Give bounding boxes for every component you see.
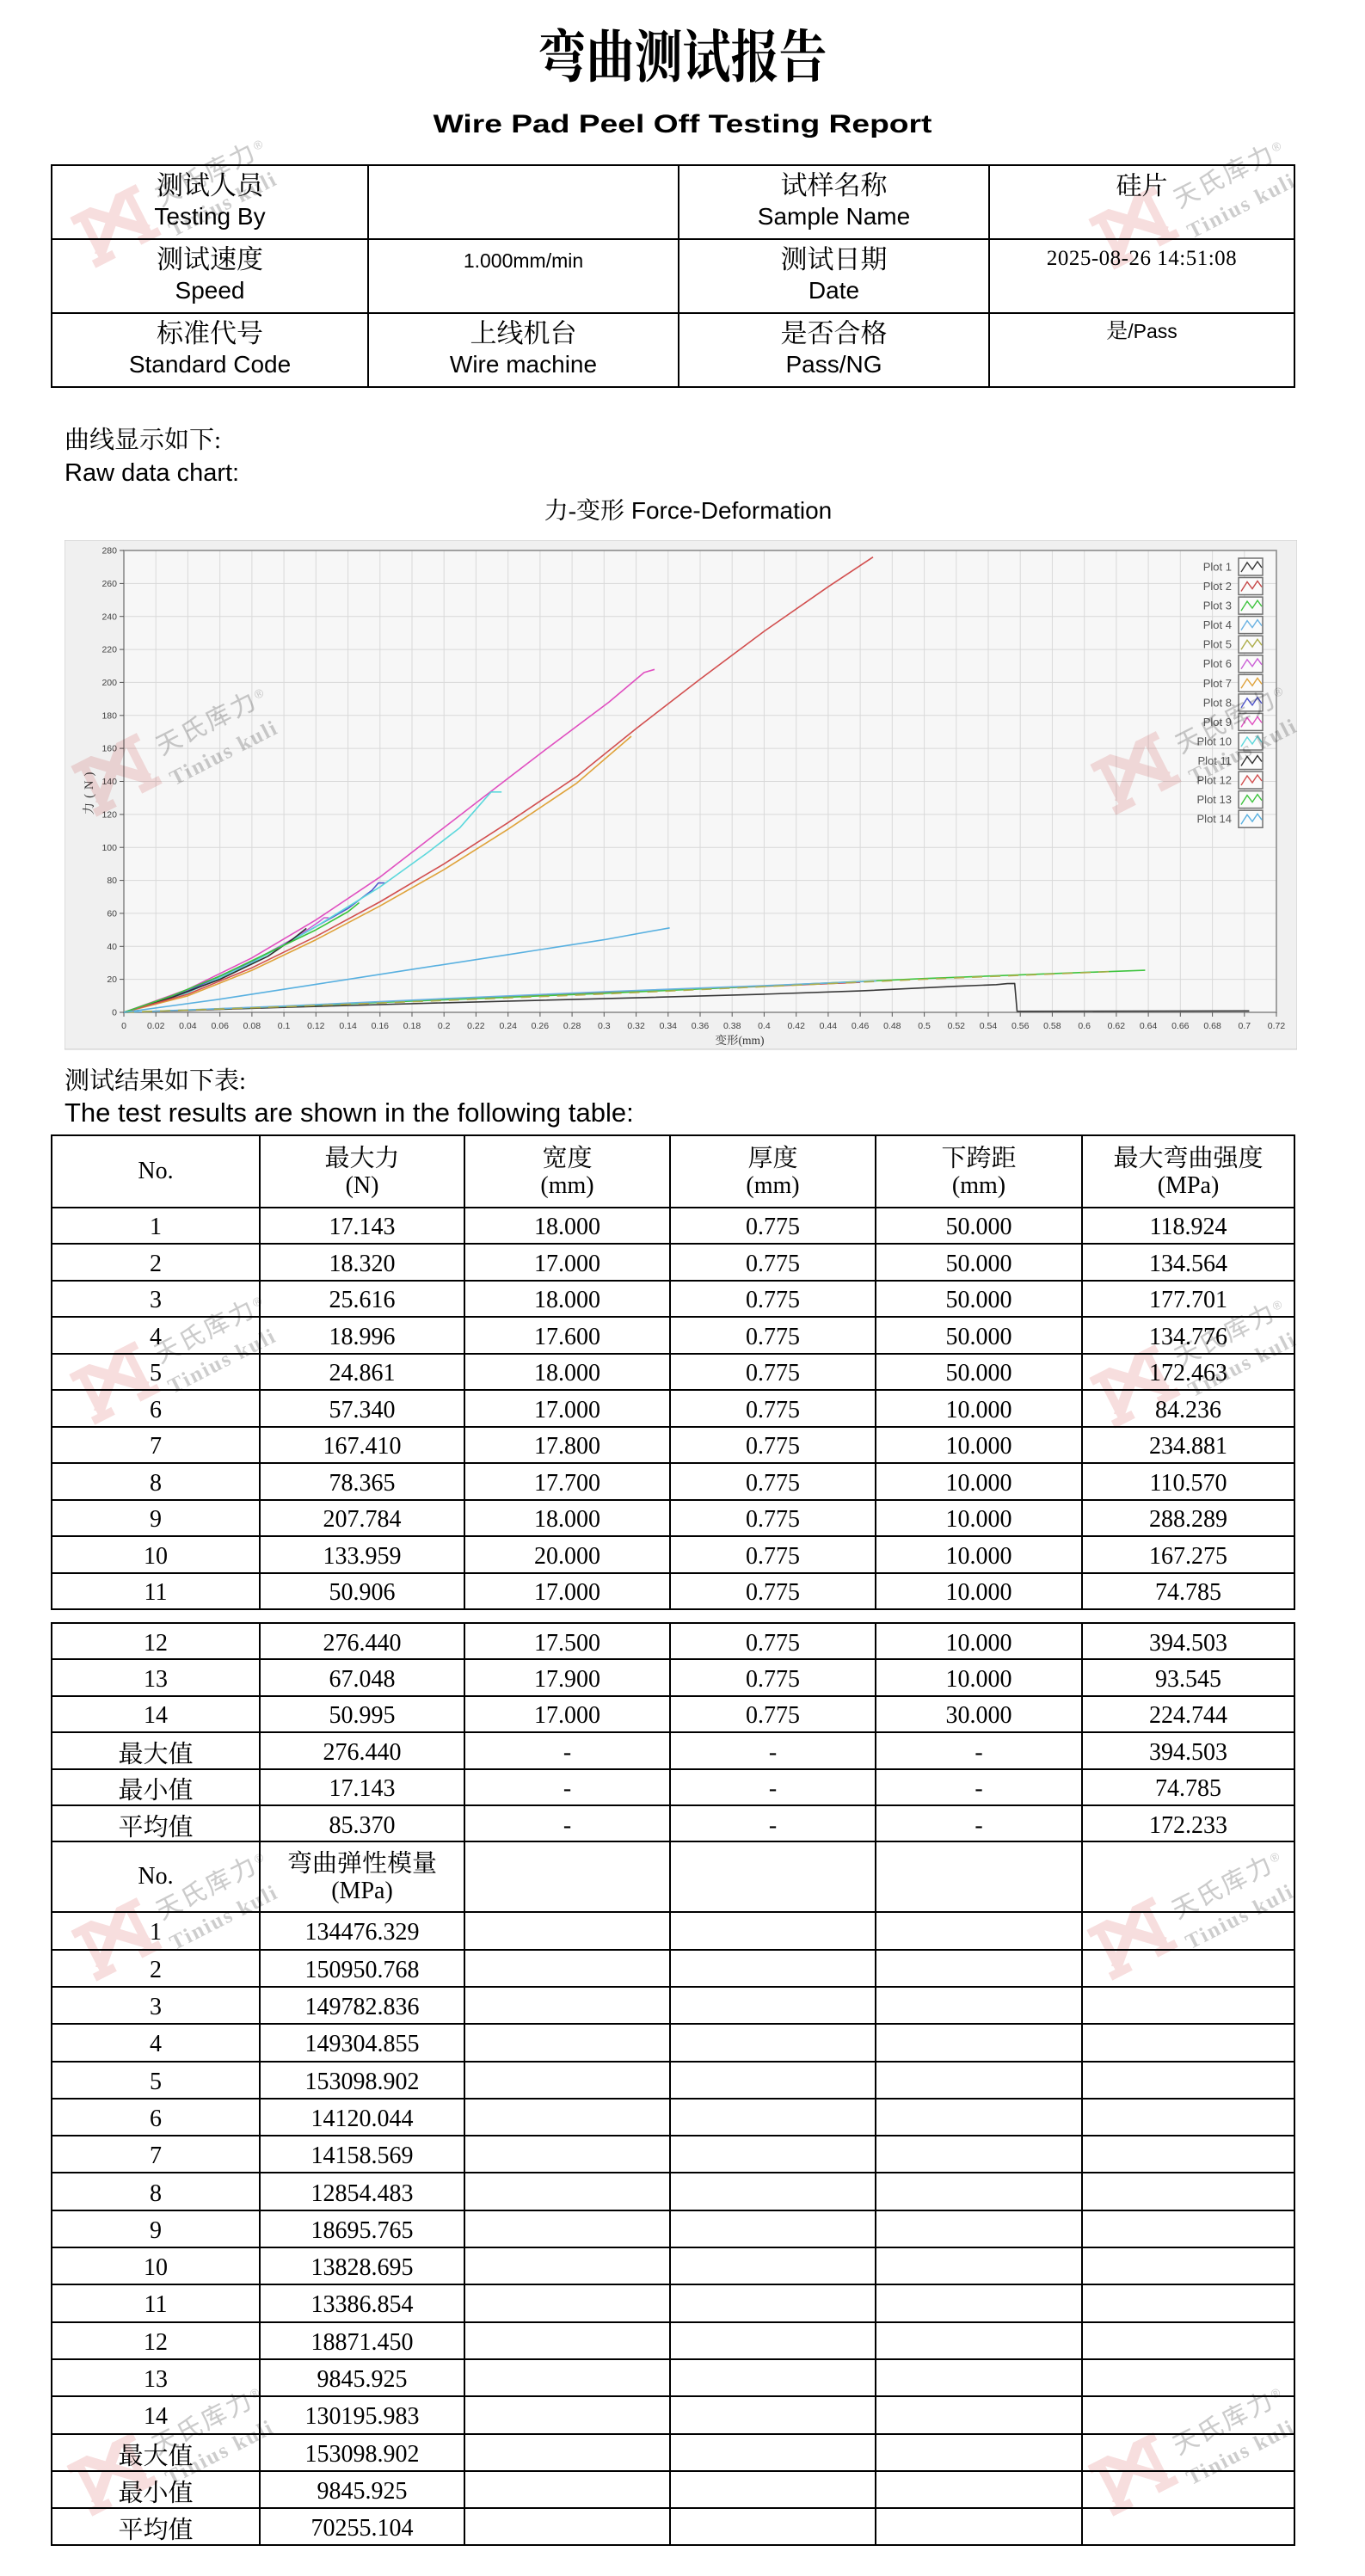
svg-text:0: 0 <box>121 1021 126 1031</box>
svg-text:Plot 11: Plot 11 <box>1197 754 1232 767</box>
svg-text:100: 100 <box>101 843 117 853</box>
svg-text:Plot 14: Plot 14 <box>1197 813 1232 826</box>
svg-text:0.28: 0.28 <box>563 1021 581 1031</box>
svg-text:0.58: 0.58 <box>1043 1021 1061 1031</box>
svg-text:0.54: 0.54 <box>980 1021 998 1031</box>
svg-text:0.48: 0.48 <box>883 1021 901 1031</box>
svg-text:0.46: 0.46 <box>852 1021 870 1031</box>
svg-text:Plot 1: Plot 1 <box>1203 561 1232 574</box>
svg-text:0.64: 0.64 <box>1140 1021 1158 1031</box>
svg-text:0.08: 0.08 <box>243 1021 261 1031</box>
svg-text:0.3: 0.3 <box>598 1021 611 1031</box>
svg-text:80: 80 <box>107 876 117 886</box>
svg-text:Plot 12: Plot 12 <box>1197 774 1232 787</box>
svg-text:0.22: 0.22 <box>467 1021 485 1031</box>
svg-text:280: 280 <box>101 546 117 556</box>
svg-text:0.68: 0.68 <box>1203 1021 1221 1031</box>
svg-text:0.1: 0.1 <box>278 1021 291 1031</box>
svg-text:0.32: 0.32 <box>627 1021 645 1031</box>
svg-text:180: 180 <box>101 710 117 721</box>
svg-text:140: 140 <box>101 777 117 787</box>
svg-text:20: 20 <box>107 974 117 985</box>
svg-text:0.7: 0.7 <box>1238 1021 1251 1031</box>
svg-text:120: 120 <box>101 810 117 821</box>
svg-text:220: 220 <box>101 645 117 655</box>
svg-text:0.42: 0.42 <box>787 1021 805 1031</box>
svg-text:200: 200 <box>101 678 117 688</box>
svg-text:0.04: 0.04 <box>179 1021 197 1031</box>
svg-text:0.2: 0.2 <box>438 1021 451 1031</box>
svg-text:Plot 2: Plot 2 <box>1203 580 1232 593</box>
svg-text:Plot 3: Plot 3 <box>1203 599 1232 612</box>
svg-text:0.52: 0.52 <box>948 1021 966 1031</box>
svg-text:Plot 9: Plot 9 <box>1203 716 1232 729</box>
svg-text:Plot 4: Plot 4 <box>1203 618 1232 631</box>
svg-text:0.66: 0.66 <box>1171 1021 1190 1031</box>
svg-text:0.44: 0.44 <box>820 1021 838 1031</box>
svg-text:力(N): 力(N) <box>79 768 97 815</box>
svg-text:0: 0 <box>112 1008 117 1018</box>
svg-text:0.12: 0.12 <box>307 1021 325 1031</box>
svg-text:Plot 7: Plot 7 <box>1203 677 1232 690</box>
svg-text:160: 160 <box>101 744 117 754</box>
svg-text:0.62: 0.62 <box>1108 1021 1126 1031</box>
svg-text:Plot 10: Plot 10 <box>1197 735 1232 748</box>
svg-text:240: 240 <box>101 612 117 622</box>
svg-text:变形(mm): 变形(mm) <box>716 1030 765 1048</box>
svg-text:0.56: 0.56 <box>1011 1021 1030 1031</box>
svg-text:0.24: 0.24 <box>499 1021 517 1031</box>
svg-text:0.16: 0.16 <box>372 1021 390 1031</box>
svg-text:0.02: 0.02 <box>147 1021 165 1031</box>
svg-text:0.34: 0.34 <box>660 1021 678 1031</box>
svg-text:40: 40 <box>107 942 117 952</box>
svg-text:Plot 6: Plot 6 <box>1203 657 1232 670</box>
svg-text:0.4: 0.4 <box>758 1021 771 1031</box>
svg-text:Plot 5: Plot 5 <box>1203 638 1232 651</box>
svg-text:60: 60 <box>107 909 117 919</box>
svg-text:0.5: 0.5 <box>918 1021 931 1031</box>
svg-text:260: 260 <box>101 579 117 589</box>
svg-text:Plot 8: Plot 8 <box>1203 696 1232 709</box>
svg-text:0.6: 0.6 <box>1078 1021 1091 1031</box>
svg-text:0.26: 0.26 <box>532 1021 550 1031</box>
svg-text:0.14: 0.14 <box>339 1021 357 1031</box>
svg-text:0.06: 0.06 <box>211 1021 229 1031</box>
svg-text:0.38: 0.38 <box>723 1021 741 1031</box>
svg-text:0.72: 0.72 <box>1268 1021 1286 1031</box>
svg-text:0.18: 0.18 <box>403 1021 421 1031</box>
svg-text:Plot 13: Plot 13 <box>1197 793 1232 806</box>
svg-text:0.36: 0.36 <box>692 1021 710 1031</box>
